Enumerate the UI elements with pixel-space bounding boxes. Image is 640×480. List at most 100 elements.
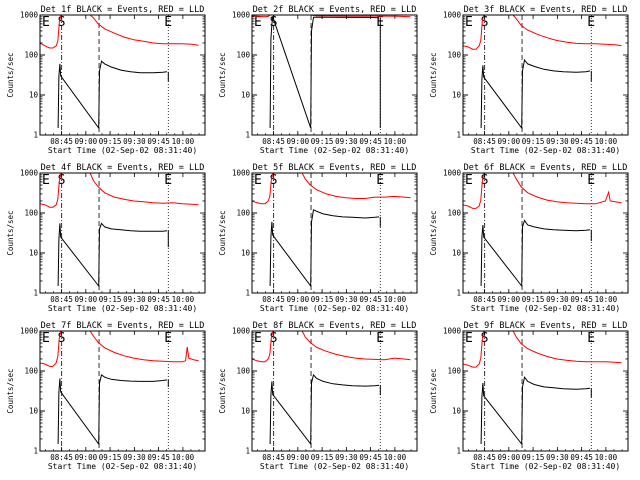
panel-data — [252, 173, 411, 288]
marker-label-s: S — [481, 173, 489, 188]
y-axis-label: Counts/sec — [429, 210, 438, 255]
xtick-label: 08:45 — [473, 137, 496, 146]
ytick-label: 1000 — [20, 169, 39, 178]
xtick-label: 10:00 — [172, 295, 195, 304]
events-series-line — [57, 60, 168, 130]
ytick-label: 1000 — [232, 169, 251, 178]
ytick-label: 1000 — [443, 169, 462, 178]
lld-series-line — [463, 173, 622, 209]
panel-title: Det 6f BLACK = Events, RED = LLD — [464, 163, 628, 173]
y-axis-label: Counts/sec — [218, 210, 227, 255]
ytick-label: 100 — [447, 367, 461, 376]
events-series-line — [57, 222, 168, 288]
xtick-label: 10:00 — [595, 137, 618, 146]
panel-frame — [462, 330, 629, 452]
ytick-label: 10 — [29, 407, 39, 416]
y-axis-label: Counts/sec — [429, 368, 438, 413]
xtick-label: 09:15 — [522, 295, 545, 304]
panel-data — [252, 331, 411, 446]
marker-label-s: S — [270, 331, 278, 346]
panel-data — [463, 331, 622, 446]
marker-label-e: E — [465, 173, 473, 188]
panel-frame — [251, 172, 418, 294]
xtick-label: 09:45 — [147, 453, 170, 462]
xtick-label: 08:45 — [50, 137, 73, 146]
xtick-label: 10:00 — [595, 295, 618, 304]
ytick-label: 100 — [236, 209, 250, 218]
ytick-label: 1 — [245, 289, 250, 298]
xtick-label: 09:30 — [546, 453, 569, 462]
marker-label-e: E — [164, 173, 172, 188]
xtick-label: 09:45 — [359, 295, 382, 304]
ytick-label: 100 — [236, 51, 250, 60]
ytick-label: 1000 — [232, 11, 251, 20]
marker-label-s: S — [481, 15, 489, 30]
ytick-label: 1000 — [443, 327, 462, 336]
xtick-label: 09:30 — [546, 137, 569, 146]
ytick-label: 100 — [24, 51, 38, 60]
xtick-label: 09:15 — [311, 137, 334, 146]
y-axis-label: Counts/sec — [218, 368, 227, 413]
y-axis-label: Counts/sec — [218, 52, 227, 97]
panel-frame — [39, 14, 206, 136]
lld-series-line — [40, 331, 199, 367]
panel-title: Det 8f BLACK = Events, RED = LLD — [253, 321, 417, 331]
ytick-label: 100 — [24, 367, 38, 376]
marker-label-e: E — [465, 331, 473, 346]
panel-data — [40, 173, 199, 288]
panel-data — [40, 15, 199, 130]
xtick-label: 09:45 — [359, 453, 382, 462]
xtick-label: 09:45 — [570, 295, 593, 304]
panel-title: Det 9f BLACK = Events, RED = LLD — [464, 321, 628, 331]
xtick-label: 09:30 — [335, 137, 358, 146]
ytick-label: 1000 — [443, 11, 462, 20]
xtick-label: 09:30 — [123, 295, 146, 304]
marker-label-s: S — [270, 173, 278, 188]
xtick-label: 09:15 — [522, 137, 545, 146]
xtick-label: 08:45 — [262, 137, 285, 146]
ytick-label: 1 — [456, 447, 461, 456]
ytick-label: 1 — [33, 289, 38, 298]
events-series-line — [269, 373, 380, 446]
marker-label-s: S — [481, 331, 489, 346]
xtick-label: 09:00 — [75, 137, 98, 146]
marker-label-e: E — [587, 15, 595, 30]
events-series-line — [269, 16, 380, 129]
x-axis-label: Start Time (02-Sep-02 08:31:40) — [48, 146, 197, 155]
xtick-label: 10:00 — [384, 453, 407, 462]
marker-label-e: E — [42, 173, 50, 188]
marker-label-e: E — [587, 173, 595, 188]
marker-label-e: E — [254, 15, 262, 30]
y-axis-label: Counts/sec — [6, 52, 15, 97]
xtick-label: 08:45 — [262, 453, 285, 462]
y-axis-label: Counts/sec — [6, 368, 15, 413]
xtick-label: 09:45 — [570, 453, 593, 462]
xtick-label: 09:00 — [287, 453, 310, 462]
marker-label-e: E — [587, 331, 595, 346]
panel-title: Det 7f BLACK = Events, RED = LLD — [41, 321, 205, 331]
xtick-label: 09:15 — [99, 137, 122, 146]
lld-series-line — [463, 15, 622, 50]
ytick-label: 1000 — [20, 11, 39, 20]
marker-label-s: S — [58, 331, 66, 346]
xtick-label: 09:00 — [498, 295, 521, 304]
panel-title: Det 3f BLACK = Events, RED = LLD — [464, 5, 628, 15]
xtick-label: 10:00 — [172, 137, 195, 146]
lld-series-line — [40, 173, 199, 208]
panel-data — [40, 331, 199, 446]
marker-label-e: E — [164, 331, 172, 346]
panel-data — [252, 15, 411, 129]
marker-label-e: E — [465, 15, 473, 30]
x-axis-label: Start Time (02-Sep-02 08:31:40) — [48, 304, 197, 313]
x-axis-label: Start Time (02-Sep-02 08:31:40) — [260, 462, 409, 471]
events-series-line — [269, 209, 380, 288]
events-series-line — [480, 219, 591, 288]
ytick-label: 10 — [452, 249, 462, 258]
